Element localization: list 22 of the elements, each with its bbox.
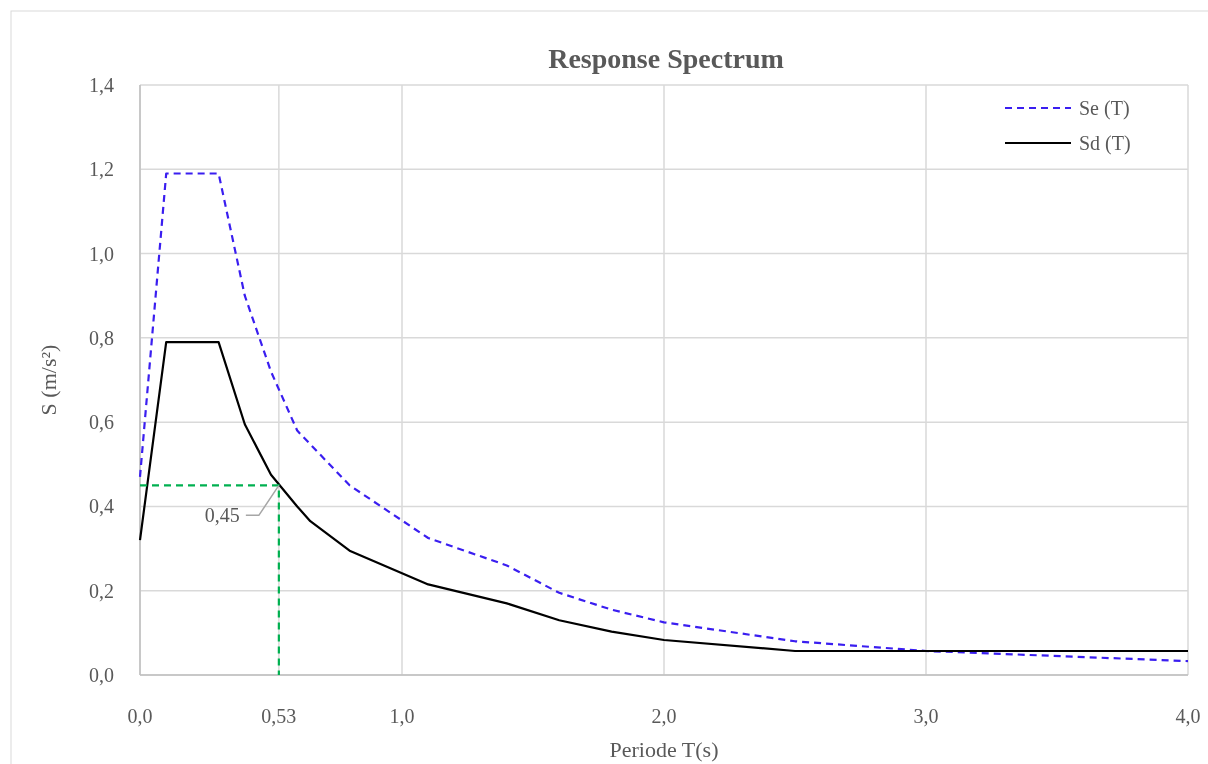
x-tick-label: 4,0 (1175, 705, 1201, 727)
x-tick-label: 2,0 (651, 705, 677, 727)
line-series (138, 172, 1190, 663)
annotation: 0,45 (204, 504, 240, 527)
y-tick-label: 0,2 (89, 579, 114, 602)
y-tick-label: 1,4 (89, 74, 114, 96)
x-tick-label: 0,0 (127, 705, 153, 727)
chart-title: Response Spectrum (548, 43, 784, 74)
x-tick-label: 3,0 (913, 705, 939, 727)
y-axis-title: S (m/s²) (36, 344, 61, 416)
x-tick-label: 1,0 (389, 705, 415, 727)
y-tick-label: 1,2 (89, 158, 114, 181)
x-tick-label: 0,53 (261, 705, 297, 727)
y-tick-label: 0,6 (89, 411, 114, 434)
y-tick-label: 0,8 (89, 326, 114, 349)
y-tick-label: 0,0 (89, 664, 114, 686)
legend-label: Sd (T) (1079, 132, 1131, 155)
line-series (138, 340, 1190, 653)
y-tick-label: 1,0 (89, 242, 114, 265)
x-axis-title: Periode T(s) (609, 737, 719, 762)
y-tick-label: 0,4 (89, 495, 114, 518)
legend-label: Se (T) (1079, 97, 1130, 120)
